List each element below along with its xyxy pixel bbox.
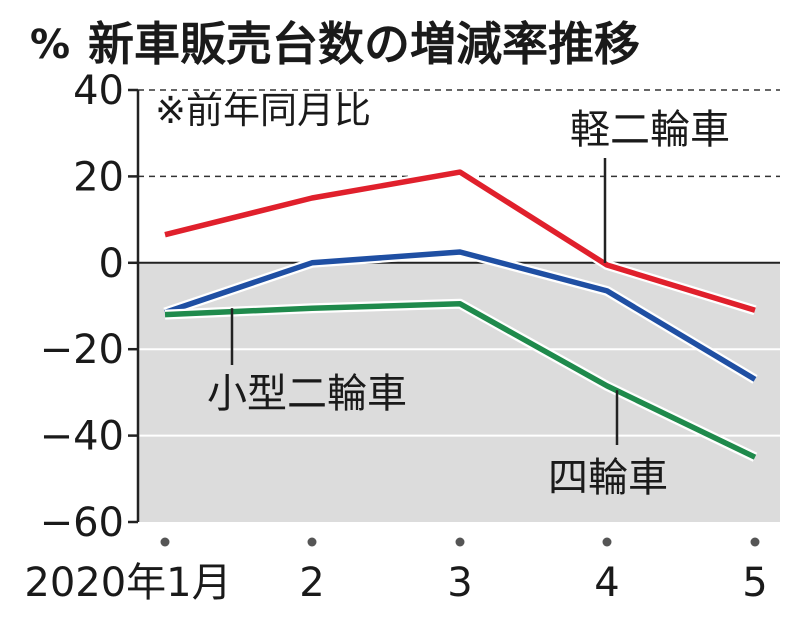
x-ticks: 2020年1月 2 3 4 5 [24, 560, 767, 606]
x-tick-label: 4 [594, 560, 619, 606]
x-tick-dot [602, 537, 612, 547]
series-label-kogata: 小型二輪車 [207, 371, 407, 417]
y-ticks: 40 20 0 −20 −40 −60 [40, 68, 138, 546]
series-line [164, 249, 757, 382]
x-tick-label: 5 [742, 560, 767, 606]
series-label-kei: 軽二輪車 [570, 107, 730, 153]
series-line [164, 169, 756, 313]
y-tick-label: −40 [40, 414, 124, 460]
y-tick-label: 20 [73, 154, 124, 200]
x-tick-label: 2020年1月 [24, 560, 231, 606]
x-tick-dot [455, 537, 465, 547]
chart-title: 新車販売台数の増減率推移 [88, 17, 640, 71]
label-leader-lines [230, 158, 619, 445]
x-tick-dots [160, 537, 760, 547]
y-tick-label: 0 [99, 241, 124, 287]
series-label-yonrin: 四輪車 [548, 455, 668, 501]
y-tick-label: 40 [73, 68, 124, 114]
y-tick-label: −60 [40, 500, 124, 546]
unit-label: % [30, 22, 70, 68]
x-tick-dot [750, 537, 760, 547]
y-tick-label: −20 [40, 327, 124, 373]
x-tick-dot [160, 537, 170, 547]
series-lines [163, 167, 758, 462]
x-tick-dot [307, 537, 317, 547]
x-tick-label: 2 [299, 560, 324, 606]
chart-note: ※前年同月比 [155, 89, 371, 132]
series-line [164, 301, 757, 460]
x-tick-label: 3 [447, 560, 472, 606]
